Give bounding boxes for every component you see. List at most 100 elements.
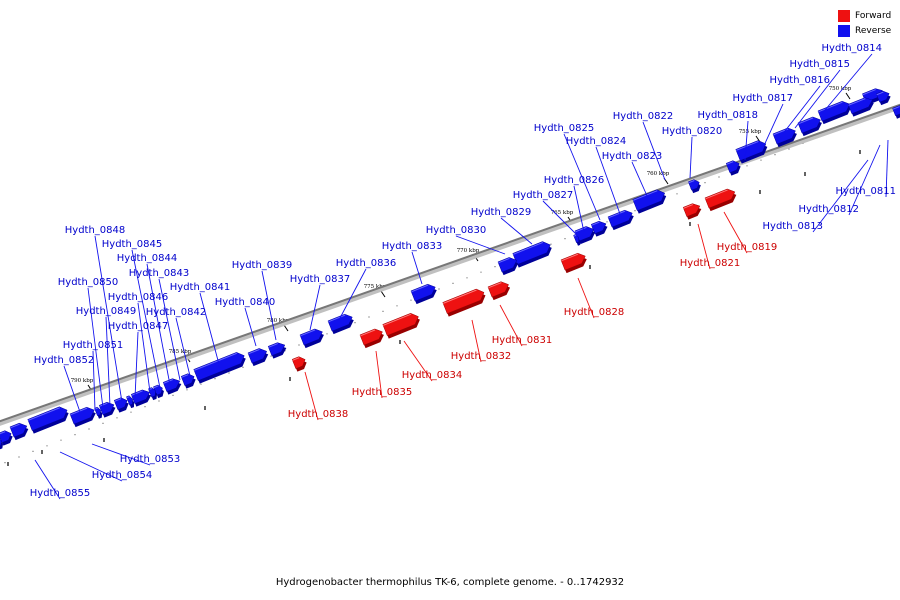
arrow-highlight [498, 257, 510, 264]
gene-label-hydth-0826[interactable]: Hydth_0826 [544, 175, 605, 186]
gene-label-hydth-0838[interactable]: Hydth_0838 [288, 409, 349, 420]
leader-line [339, 268, 367, 319]
gene-arrow-hydth-0827[interactable] [573, 234, 581, 246]
gene-label-hydth-0820[interactable]: Hydth_0820 [662, 126, 723, 137]
gene-label-hydth-0837[interactable]: Hydth_0837 [290, 274, 351, 285]
gene-label-hydth-0816[interactable]: Hydth_0816 [770, 75, 831, 86]
leader-line [573, 185, 585, 233]
gene-label-hydth-0825[interactable]: Hydth_0825 [534, 123, 595, 134]
gene-label-hydth-0814[interactable]: Hydth_0814 [822, 43, 883, 54]
gene-label-hydth-0811[interactable]: Hydth_0811 [836, 186, 897, 197]
gene-label-hydth-0819[interactable]: Hydth_0819 [717, 242, 778, 253]
gene-arrow-hydth-0835[interactable] [359, 328, 384, 349]
arrow-highlight [181, 374, 189, 378]
gene-label-hydth-0832[interactable]: Hydth_0832 [451, 351, 512, 362]
gene-arrow-hydth-0819[interactable] [704, 188, 737, 212]
gene-labels: Hydth_0811 Hydth_0812 Hydth_0813 Hydth_0814… [30, 43, 896, 499]
gene-label-hydth-0848[interactable]: Hydth_0848 [65, 225, 126, 236]
gene-arrow-hydth-0832[interactable] [442, 288, 486, 317]
gene-arrow-hydth-0840[interactable] [247, 348, 269, 367]
gene-arrow-hydth-0816[interactable] [797, 116, 822, 137]
gene-label-hydth-0854[interactable]: Hydth_0854 [92, 470, 153, 481]
gene-arrow-hydth-0850[interactable] [94, 406, 103, 419]
arrow-body [299, 328, 323, 346]
gene-label-hydth-0821[interactable]: Hydth_0821 [680, 258, 741, 269]
legend-forward: Forward [838, 8, 891, 23]
kbp-tick [283, 324, 289, 332]
gene-arrow-hydth-0811[interactable] [892, 105, 900, 119]
gene-label-hydth-0822[interactable]: Hydth_0822 [613, 111, 674, 122]
gene-label-hydth-0846[interactable]: Hydth_0846 [108, 292, 169, 303]
arrow-body [94, 406, 101, 417]
arrow-highlight [248, 348, 260, 355]
gene-arrow-hydth-0820[interactable] [688, 179, 701, 194]
gene-arrow-hydth-0822[interactable] [725, 160, 741, 176]
gene-label-hydth-0830[interactable]: Hydth_0830 [426, 225, 487, 236]
gene-label-hydth-0847[interactable]: Hydth_0847 [108, 321, 169, 332]
legend: Forward Reverse [838, 8, 891, 38]
gene-label-hydth-0815[interactable]: Hydth_0815 [790, 59, 851, 70]
gene-arrow-hydth-0834[interactable] [382, 313, 420, 339]
gene-label-hydth-0852[interactable]: Hydth_0852 [34, 355, 95, 366]
gene-label-hydth-0842[interactable]: Hydth_0842 [146, 307, 207, 318]
leader-line [631, 161, 649, 199]
gene-arrow-hydth-0815[interactable] [847, 97, 874, 117]
gene-label-hydth-0818[interactable]: Hydth_0818 [698, 110, 759, 121]
gene-label-hydth-0827[interactable]: Hydth_0827 [513, 190, 574, 201]
gene-label-hydth-0828[interactable]: Hydth_0828 [564, 307, 625, 318]
leader-line [146, 263, 171, 386]
gene-label-hydth-0849[interactable]: Hydth_0849 [76, 306, 137, 317]
gene-label-hydth-0831[interactable]: Hydth_0831 [492, 335, 553, 346]
gene-label-hydth-0841[interactable]: Hydth_0841 [170, 282, 231, 293]
gene-arrow-hydth-0814[interactable] [876, 90, 891, 106]
gene-label-hydth-0840[interactable]: Hydth_0840 [215, 297, 276, 308]
gene-arrow-hydth-0846[interactable] [130, 389, 152, 407]
gene-label-hydth-0834[interactable]: Hydth_0834 [402, 370, 463, 381]
gene-label-hydth-0850[interactable]: Hydth_0850 [58, 277, 119, 288]
gene-label-hydth-0813[interactable]: Hydth_0813 [763, 221, 824, 232]
gene-arrow-hydth-0825[interactable] [590, 220, 608, 237]
gene-arrow-hydth-0823[interactable] [632, 189, 667, 214]
gene-arrow-hydth-0847[interactable] [126, 395, 135, 409]
gene-label-hydth-0839[interactable]: Hydth_0839 [232, 260, 293, 271]
gene-label-hydth-0823[interactable]: Hydth_0823 [602, 151, 663, 162]
gene-arrow-hydth-0826[interactable] [574, 226, 596, 245]
gene-arrow-hydth-0838[interactable] [291, 356, 307, 372]
gene-label-hydth-0853[interactable]: Hydth_0853 [120, 454, 181, 465]
gene-arrow-hydth-0831[interactable] [487, 281, 511, 301]
gene-arrow-hydth-0853[interactable] [9, 422, 29, 441]
leader-line [500, 217, 533, 245]
gene-label-hydth-0855[interactable]: Hydth_0855 [30, 488, 91, 499]
gene-label-hydth-0851[interactable]: Hydth_0851 [63, 340, 124, 351]
gene-arrow-hydth-0828[interactable] [560, 252, 587, 274]
gene-label-hydth-0824[interactable]: Hydth_0824 [566, 136, 627, 147]
gene-arrow-hydth-0833[interactable] [410, 283, 437, 305]
gene-label-hydth-0817[interactable]: Hydth_0817 [733, 93, 794, 104]
leader-line [848, 144, 881, 216]
gene-label-hydth-0835[interactable]: Hydth_0835 [352, 387, 413, 398]
kbp-label: 780 kbp [267, 318, 290, 324]
gene-arrow-hydth-0848[interactable] [113, 397, 129, 413]
gene-label-hydth-0836[interactable]: Hydth_0836 [336, 258, 397, 269]
gene-arrow-hydth-0851[interactable] [69, 406, 96, 428]
gene-arrow-hydth-0821[interactable] [682, 203, 702, 220]
gene-label-hydth-0845[interactable]: Hydth_0845 [102, 239, 163, 250]
gene-arrow-hydth-0830[interactable] [497, 257, 519, 276]
gene-arrow-hydth-0852[interactable] [27, 406, 69, 434]
arrow-highlight [99, 402, 108, 407]
gene-arrow-hydth-0842[interactable] [180, 373, 196, 389]
gene-label-hydth-0843[interactable]: Hydth_0843 [129, 268, 190, 279]
gene-label-hydth-0812[interactable]: Hydth_0812 [799, 204, 860, 215]
gene-arrow-hydth-0813[interactable] [817, 100, 852, 125]
gene-arrow-hydth-0841[interactable] [193, 352, 246, 384]
gene-arrow-hydth-0855[interactable] [0, 438, 4, 450]
gene-arrow-hydth-0843[interactable] [162, 378, 182, 395]
gene-arrow-hydth-0854[interactable] [0, 430, 13, 446]
gene-arrow-hydth-0824[interactable] [607, 209, 634, 231]
gene-label-hydth-0829[interactable]: Hydth_0829 [471, 207, 532, 218]
gene-arrow-hydth-0829[interactable] [512, 241, 552, 268]
gene-label-hydth-0844[interactable]: Hydth_0844 [117, 253, 178, 264]
gene-label-hydth-0833[interactable]: Hydth_0833 [382, 241, 443, 252]
gene-arrow-hydth-0837[interactable] [299, 328, 324, 349]
gene-arrow-hydth-0839[interactable] [267, 342, 287, 359]
